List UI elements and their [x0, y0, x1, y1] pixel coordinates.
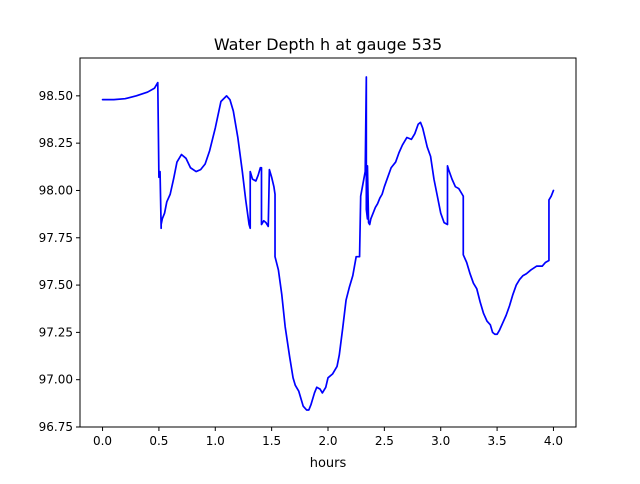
y-tick-label: 97.00 — [39, 373, 73, 387]
x-tick-label: 0.0 — [93, 434, 112, 448]
x-tick-label: 3.0 — [431, 434, 450, 448]
y-tick-label: 98.25 — [39, 136, 73, 150]
x-tick-label: 4.0 — [544, 434, 563, 448]
y-axis: 96.75 97.00 97.25 97.50 97.75 98.00 98.25 98.50 — [39, 89, 80, 434]
series-line-0 — [101, 76, 555, 411]
x-tick-label: 1.5 — [262, 434, 281, 448]
chart-title: Water Depth h at gauge 535 — [214, 35, 442, 54]
x-tick-label: 2.5 — [375, 434, 394, 448]
y-tick-label: 96.75 — [39, 420, 73, 434]
y-tick-label: 97.75 — [39, 231, 73, 245]
y-tick-label: 97.25 — [39, 325, 73, 339]
y-tick-label: 97.50 — [39, 278, 73, 292]
y-tick-label: 98.00 — [39, 183, 73, 197]
y-tick-label: 98.50 — [39, 89, 73, 103]
x-tick-label: 2.0 — [318, 434, 337, 448]
x-axis: 0.0 0.5 1.0 1.5 2.0 2.5 3.0 3.5 4.0 — [93, 427, 563, 448]
x-axis-label: hours — [310, 456, 347, 471]
x-tick-label: 1.0 — [206, 434, 225, 448]
x-tick-label: 3.5 — [488, 434, 507, 448]
x-tick-label: 0.5 — [149, 434, 168, 448]
